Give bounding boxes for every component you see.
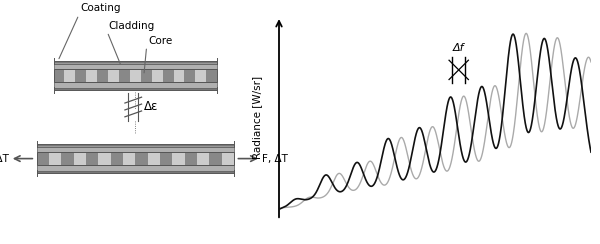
Text: F, ΔT: F, ΔT bbox=[0, 154, 8, 163]
Bar bbox=[148, 152, 160, 165]
Bar bbox=[172, 152, 185, 165]
Text: Core: Core bbox=[148, 36, 172, 46]
Bar bbox=[53, 62, 217, 63]
Bar bbox=[53, 88, 217, 89]
Bar bbox=[76, 69, 86, 82]
Bar bbox=[53, 63, 217, 69]
Bar bbox=[37, 171, 234, 172]
Text: Radiance [W/sr]: Radiance [W/sr] bbox=[252, 76, 262, 159]
Bar bbox=[152, 69, 163, 82]
Bar bbox=[160, 152, 172, 165]
Bar bbox=[209, 152, 222, 165]
Bar bbox=[110, 152, 123, 165]
Bar bbox=[86, 152, 98, 165]
Bar bbox=[37, 145, 234, 146]
Text: Coating: Coating bbox=[80, 3, 121, 13]
Bar bbox=[37, 146, 234, 152]
Bar bbox=[37, 152, 234, 165]
Bar bbox=[53, 69, 217, 82]
Bar bbox=[123, 152, 136, 165]
Bar bbox=[53, 82, 217, 88]
Bar bbox=[185, 152, 197, 165]
Bar bbox=[119, 69, 130, 82]
Text: Δε: Δε bbox=[144, 101, 158, 113]
Bar bbox=[196, 69, 206, 82]
Bar bbox=[49, 152, 61, 165]
Bar bbox=[97, 69, 108, 82]
Bar bbox=[74, 152, 86, 165]
Bar bbox=[37, 152, 49, 165]
Text: Δf: Δf bbox=[453, 43, 464, 53]
Bar bbox=[86, 69, 97, 82]
Bar bbox=[184, 69, 196, 82]
Bar bbox=[61, 152, 74, 165]
Bar bbox=[53, 69, 64, 82]
Bar bbox=[37, 165, 234, 171]
Bar bbox=[173, 69, 184, 82]
Bar bbox=[197, 152, 209, 165]
Bar bbox=[130, 69, 141, 82]
Bar bbox=[206, 69, 217, 82]
Bar bbox=[108, 69, 119, 82]
Text: F, ΔT: F, ΔT bbox=[262, 154, 288, 163]
Bar bbox=[98, 152, 110, 165]
Bar bbox=[163, 69, 173, 82]
Text: Cladding: Cladding bbox=[109, 21, 155, 31]
Bar bbox=[136, 152, 148, 165]
Bar bbox=[222, 152, 234, 165]
Bar bbox=[141, 69, 152, 82]
Bar bbox=[64, 69, 76, 82]
